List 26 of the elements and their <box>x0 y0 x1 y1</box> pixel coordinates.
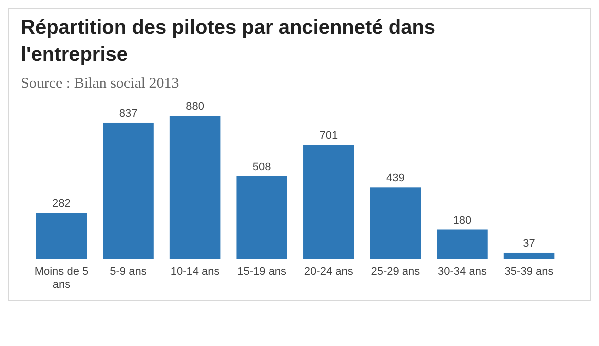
data-label: 880 <box>186 101 204 113</box>
bar <box>36 213 88 259</box>
bar <box>370 188 422 259</box>
x-tick-label: 30-34 ans <box>438 266 488 278</box>
x-tick-label: 5-9 ans <box>110 266 148 278</box>
x-tick-label: 10-14 ans <box>170 266 220 278</box>
x-tick-label: Moins de 5 ans <box>34 266 89 291</box>
chart-title: Répartition des pilotes par ancienneté dans l'entreprise <box>21 17 436 66</box>
data-label: 508 <box>252 161 272 174</box>
bar <box>170 116 221 259</box>
data-label: 439 <box>386 172 405 185</box>
x-tick-label: 20-24 ans <box>304 266 354 278</box>
data-label: 837 <box>119 108 138 120</box>
bar <box>236 176 288 259</box>
data-label: 282 <box>52 198 71 210</box>
data-label: 701 <box>320 130 338 142</box>
x-tick-label: 25-29 ans <box>371 266 421 278</box>
data-label: 37 <box>523 238 536 250</box>
bar <box>504 252 555 259</box>
x-tick-label: 15-19 ans <box>238 266 288 278</box>
bar <box>103 122 154 259</box>
bar <box>437 230 488 259</box>
bar <box>304 145 354 259</box>
chart-subtitle: Source : Bilan social 2013 <box>21 76 180 92</box>
x-tick-label: 35-39 ans <box>504 266 554 278</box>
data-label: 180 <box>453 214 472 227</box>
